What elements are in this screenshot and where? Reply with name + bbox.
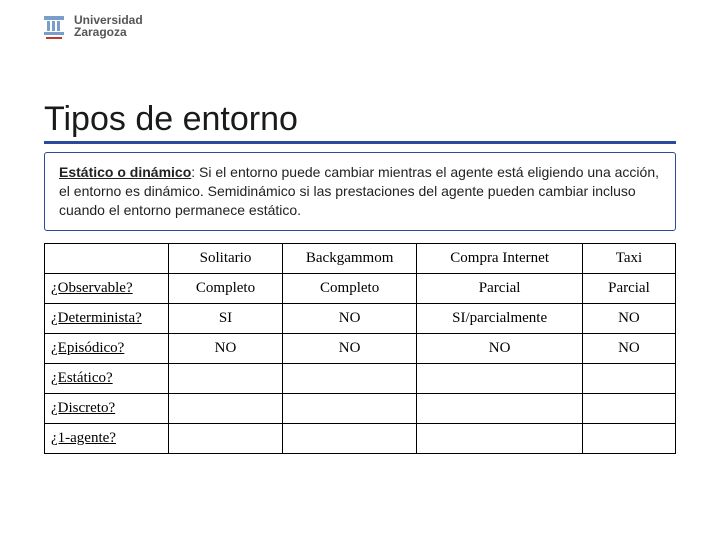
col-header-0: [45, 243, 169, 273]
col-header-1: Solitario: [169, 243, 283, 273]
table-header-row: Solitario Backgammom Compra Internet Tax…: [45, 243, 676, 273]
university-logo: Universidad Zaragoza: [40, 12, 143, 40]
table-row: ¿Episódico?NONONONO: [45, 333, 676, 363]
row-label: ¿1-agente?: [45, 423, 169, 453]
row-label: ¿Discreto?: [45, 393, 169, 423]
table-cell: NO: [282, 333, 416, 363]
table-cell: NO: [417, 333, 583, 363]
table-cell: Completo: [169, 273, 283, 303]
table-cell: Parcial: [582, 273, 675, 303]
table-cell: [582, 423, 675, 453]
definition-text: Estático o dinámico: Si el entorno puede…: [59, 163, 661, 220]
table-cell: NO: [282, 303, 416, 333]
table-row: ¿Discreto?: [45, 393, 676, 423]
table-cell: Completo: [282, 273, 416, 303]
logo-line2: Zaragoza: [74, 26, 143, 38]
col-header-4: Taxi: [582, 243, 675, 273]
table-cell: [169, 423, 283, 453]
table-cell: [417, 393, 583, 423]
table-cell: [282, 393, 416, 423]
table-row: ¿Observable?CompletoCompletoParcialParci…: [45, 273, 676, 303]
table-cell: [417, 423, 583, 453]
table-cell: SI/parcialmente: [417, 303, 583, 333]
definition-box: Estático o dinámico: Si el entorno puede…: [44, 152, 676, 231]
page-title: Tipos de entorno: [44, 100, 676, 144]
table-cell: [417, 363, 583, 393]
environments-table: Solitario Backgammom Compra Internet Tax…: [44, 243, 676, 454]
row-label: ¿Observable?: [45, 273, 169, 303]
table-body: ¿Observable?CompletoCompletoParcialParci…: [45, 273, 676, 453]
table-cell: [582, 363, 675, 393]
row-label: ¿Determinista?: [45, 303, 169, 333]
row-label: ¿Episódico?: [45, 333, 169, 363]
table-cell: [282, 423, 416, 453]
table-row: ¿1-agente?: [45, 423, 676, 453]
table-cell: NO: [169, 333, 283, 363]
table-cell: Parcial: [417, 273, 583, 303]
logo-mark-icon: [40, 12, 68, 40]
table-row: ¿Estático?: [45, 363, 676, 393]
slide-content: Tipos de entorno Estático o dinámico: Si…: [44, 100, 676, 454]
table-cell: NO: [582, 333, 675, 363]
table-row: ¿Determinista?SINOSI/parcialmenteNO: [45, 303, 676, 333]
table-cell: [169, 393, 283, 423]
table-cell: [582, 393, 675, 423]
col-header-2: Backgammom: [282, 243, 416, 273]
row-label: ¿Estático?: [45, 363, 169, 393]
table-cell: SI: [169, 303, 283, 333]
definition-lead: Estático o dinámico: [59, 164, 191, 180]
table-cell: NO: [582, 303, 675, 333]
table-cell: [282, 363, 416, 393]
col-header-3: Compra Internet: [417, 243, 583, 273]
table-cell: [169, 363, 283, 393]
